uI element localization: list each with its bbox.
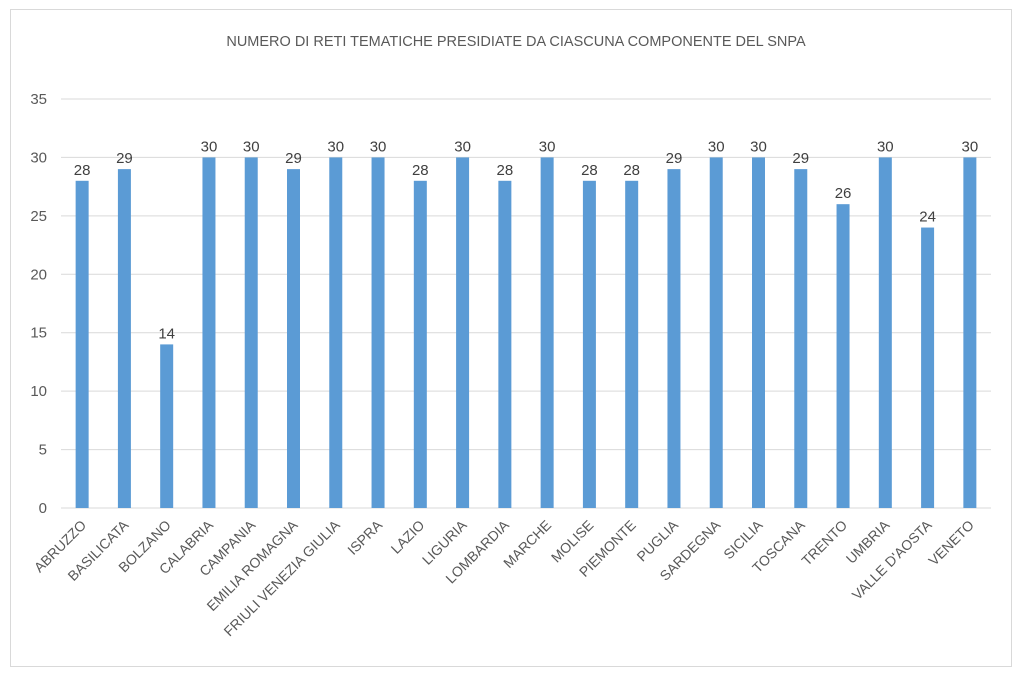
data-label: 30 (370, 138, 387, 155)
chart-frame: NUMERO DI RETI TEMATICHE PRESIDIATE DA C… (10, 9, 1012, 667)
bar-sicilia (752, 157, 765, 508)
gridlines (61, 98, 991, 509)
data-label: 28 (623, 162, 640, 179)
category-labels: ABRUZZOBASILICATABOLZANOCALABRIACAMPANIA… (31, 516, 977, 639)
y-tick-label: 5 (39, 442, 47, 459)
bar-friuli-venezia-giulia (329, 157, 343, 508)
bar-umbria (878, 157, 892, 508)
data-label: 30 (201, 138, 218, 155)
bar-liguria (456, 157, 470, 508)
bar-puglia (667, 169, 681, 508)
data-labels: 28 29 14 30 30 29 30 30 28 30 28 30 28 28 29 30 30 29 26 30… (74, 138, 978, 342)
bar-toscana (794, 169, 808, 508)
data-label: 29 (792, 150, 809, 167)
y-tick-label: 15 (30, 325, 47, 342)
data-label: 30 (327, 138, 344, 155)
category-label: ISPRA (344, 516, 385, 557)
bar-lombardia (498, 180, 512, 509)
category-label: LAZIO (388, 517, 428, 557)
bar-veneto (963, 157, 977, 508)
bar-molise (582, 180, 596, 509)
bar-lazio (413, 180, 427, 509)
bar-bolzano (160, 344, 174, 508)
bar-calabria (202, 157, 216, 508)
bar-marche (540, 157, 554, 508)
bar-chart: NUMERO DI RETI TEMATICHE PRESIDIATE DA C… (30, 34, 991, 639)
bars (75, 157, 977, 509)
bar-basilicata (117, 169, 131, 508)
bar-abruzzo (75, 180, 89, 509)
data-label: 30 (877, 138, 894, 155)
data-label: 30 (454, 138, 471, 155)
data-label: 29 (666, 150, 683, 167)
bar-valle-d-aosta (921, 227, 935, 509)
data-label: 28 (412, 162, 429, 179)
data-label: 28 (74, 162, 91, 179)
data-label: 28 (581, 162, 598, 179)
chart-title: NUMERO DI RETI TEMATICHE PRESIDIATE DA C… (226, 34, 806, 50)
data-label: 30 (243, 138, 260, 155)
data-label: 30 (539, 138, 556, 155)
bar-piemonte (625, 180, 639, 509)
bar-trento (836, 204, 850, 508)
y-tick-label: 0 (39, 500, 47, 517)
y-tick-label: 20 (30, 266, 47, 283)
category-label: TRENTO (798, 517, 850, 569)
data-label: 29 (285, 150, 302, 167)
category-label: VALLE D'AOSTA (849, 516, 935, 602)
y-tick-label: 35 (30, 91, 47, 108)
y-axis-ticks: 0 5 10 15 20 25 30 35 (30, 91, 47, 517)
y-tick-label: 10 (30, 383, 47, 400)
data-label: 24 (919, 209, 936, 226)
data-label: 30 (962, 138, 979, 155)
data-label: 26 (835, 185, 852, 202)
bar-campania (244, 157, 258, 508)
data-label: 28 (497, 162, 514, 179)
y-tick-label: 25 (30, 208, 47, 225)
data-label: 14 (158, 325, 175, 342)
bar-ispra (371, 157, 385, 508)
data-label: 30 (750, 138, 767, 155)
category-label: VENETO (925, 517, 977, 569)
data-label: 30 (708, 138, 725, 155)
bar-sardegna (709, 157, 723, 508)
bar-emilia-romagna (287, 169, 300, 508)
data-label: 29 (116, 150, 133, 167)
y-tick-label: 30 (30, 149, 47, 166)
